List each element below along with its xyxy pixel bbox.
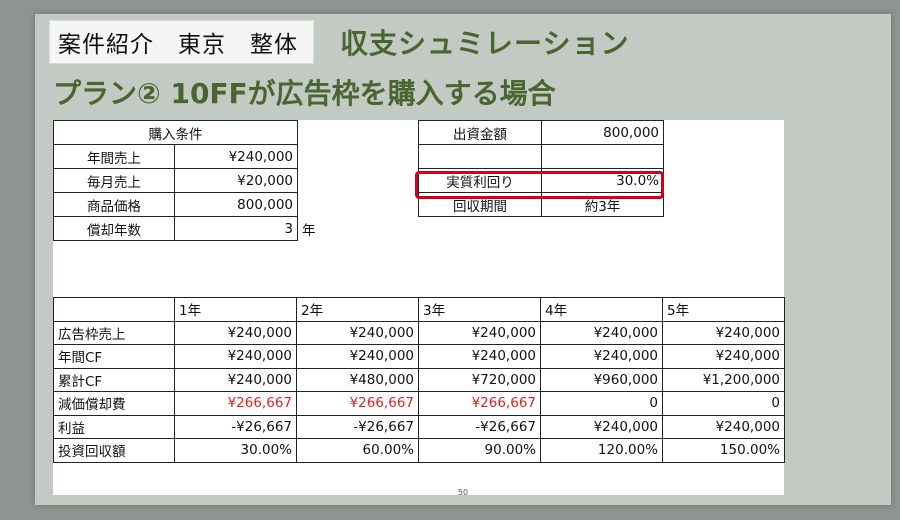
table-cell: ¥240,000: [174, 367, 297, 392]
table-row: 年間CF ¥240,000 ¥240,000 ¥240,000 ¥240,000…: [53, 344, 785, 369]
column-header: 2年: [296, 297, 419, 322]
table-cell: ¥240,000: [418, 320, 541, 345]
table-cell: ¥240,000: [540, 320, 663, 345]
table-row: 累計CF ¥240,000 ¥480,000 ¥720,000 ¥960,000…: [53, 367, 785, 392]
table-row: [418, 144, 664, 169]
plan-title: プラン② 10FFが広告枠を購入する場合: [53, 77, 556, 110]
page-number: 50: [457, 488, 469, 497]
table-cell: ¥960,000: [540, 367, 663, 392]
column-header: 5年: [662, 297, 785, 322]
table-cell: 0: [540, 391, 663, 416]
table-cell: ¥266,667: [418, 391, 541, 416]
table-row: 広告枠売上 ¥240,000 ¥240,000 ¥240,000 ¥240,00…: [53, 320, 785, 345]
purchase-conditions-table: 購入条件 年間売上 ¥240,000 毎月売上 ¥20,000 商品価格 800…: [53, 120, 320, 241]
table-cell: 30.00%: [174, 438, 297, 463]
row-label: 減価償却費: [53, 391, 175, 416]
table-row: 商品価格 800,000: [53, 192, 320, 217]
slide: 案件紹介 東京 整体 収支シュミレーション プラン② 10FFが広告枠を購入する…: [35, 14, 891, 505]
table-cell: 120.00%: [540, 438, 663, 463]
yield-highlight-box: [415, 171, 664, 199]
column-header: [53, 297, 175, 322]
table-row: 年間売上 ¥240,000: [53, 144, 320, 169]
column-header: 3年: [418, 297, 541, 322]
row-label: 商品価格: [53, 192, 175, 217]
row-label: 利益: [53, 414, 175, 439]
row-value: ¥20,000: [174, 168, 298, 193]
table-cell: 90.00%: [418, 438, 541, 463]
purchase-title: 購入条件: [53, 120, 298, 145]
table-header-row: 1年 2年 3年 4年 5年: [53, 297, 785, 322]
table-row: 購入条件: [53, 120, 320, 145]
row-label: [418, 144, 542, 169]
table-cell: ¥266,667: [296, 391, 419, 416]
row-label: 出資金額: [418, 120, 542, 145]
table-row: 投資回収額 30.00% 60.00% 90.00% 120.00% 150.0…: [53, 438, 785, 463]
row-label: 年間CF: [53, 344, 175, 369]
table-cell: ¥1,200,000: [662, 367, 785, 392]
table-cell: ¥266,667: [174, 391, 297, 416]
table-row: 利益 -¥26,667 -¥26,667 -¥26,667 ¥240,000 ¥…: [53, 414, 785, 439]
section-title: 収支シュミレーション: [340, 27, 630, 60]
row-label: 広告枠売上: [53, 320, 175, 345]
table-cell: ¥240,000: [540, 414, 663, 439]
table-row: 出資金額 800,000: [418, 120, 664, 145]
table-cell: -¥26,667: [418, 414, 541, 439]
yearly-cashflow-table: 1年 2年 3年 4年 5年 広告枠売上 ¥240,000 ¥240,000 ¥…: [53, 297, 785, 463]
row-label: 毎月売上: [53, 168, 175, 193]
table-row: 毎月売上 ¥20,000: [53, 168, 320, 193]
investment-summary-table: 出資金額 800,000 実質利回り 30.0% 回収期間 約3年: [418, 120, 664, 217]
row-value: 3: [174, 216, 298, 241]
row-label: 投資回収額: [53, 438, 175, 463]
table-cell: ¥480,000: [296, 367, 419, 392]
column-header: 1年: [174, 297, 297, 322]
table-cell: -¥26,667: [174, 414, 297, 439]
row-label: 年間売上: [53, 144, 175, 169]
row-value: [541, 144, 664, 169]
table-cell: ¥240,000: [174, 344, 297, 369]
table-cell: ¥240,000: [296, 320, 419, 345]
table-cell: 60.00%: [296, 438, 419, 463]
table-cell: 150.00%: [662, 438, 785, 463]
row-label: 累計CF: [53, 367, 175, 392]
table-cell: ¥240,000: [662, 414, 785, 439]
unit-label: 年: [302, 222, 316, 239]
table-cell: ¥240,000: [540, 344, 663, 369]
table-cell: ¥240,000: [418, 344, 541, 369]
header-tag: 案件紹介 東京 整体: [49, 20, 314, 64]
table-cell: ¥240,000: [662, 320, 785, 345]
table-cell: -¥26,667: [296, 414, 419, 439]
column-header: 4年: [540, 297, 663, 322]
table-cell: 0: [662, 391, 785, 416]
row-value: ¥240,000: [174, 144, 298, 169]
table-cell: ¥720,000: [418, 367, 541, 392]
table-row: 減価償却費 ¥266,667 ¥266,667 ¥266,667 0 0: [53, 391, 785, 416]
row-value: 800,000: [541, 120, 664, 145]
row-label: 償却年数: [53, 216, 175, 241]
table-cell: ¥240,000: [174, 320, 297, 345]
table-cell: ¥240,000: [662, 344, 785, 369]
row-value: 800,000: [174, 192, 298, 217]
table-row: 償却年数 3 年: [53, 216, 320, 241]
table-cell: ¥240,000: [296, 344, 419, 369]
